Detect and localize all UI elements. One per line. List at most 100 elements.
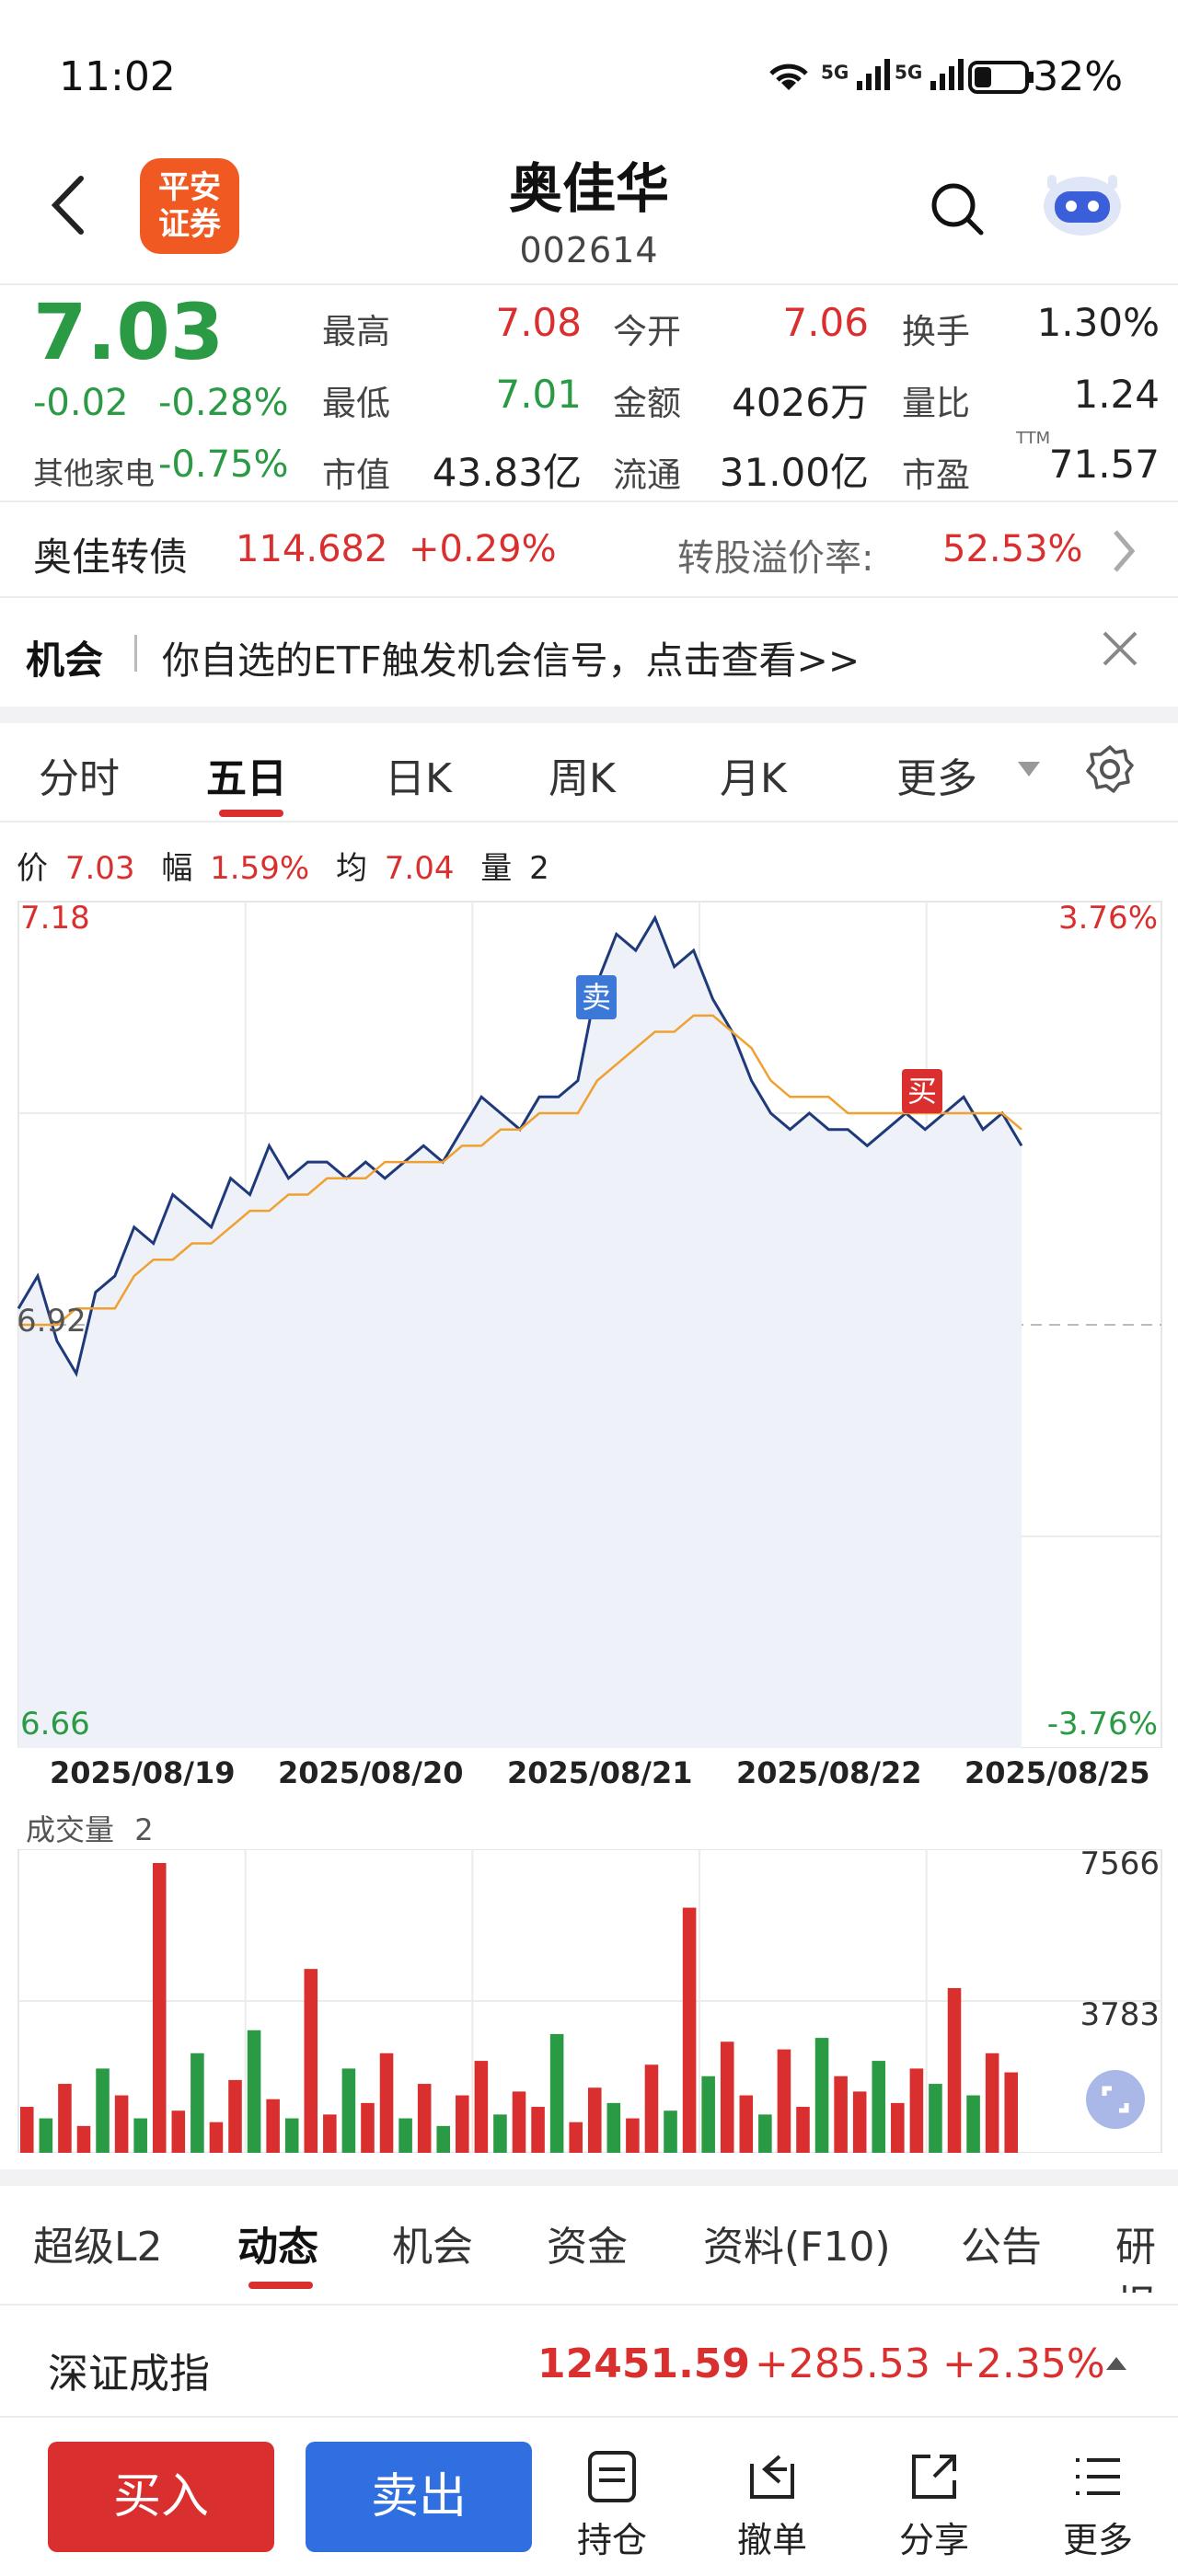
divider [0, 283, 1178, 285]
price-change-pct: -0.28% [158, 382, 289, 424]
section-gap [0, 2169, 1178, 2186]
divider [0, 596, 1178, 598]
volume-bar [39, 2118, 53, 2153]
expand-icon [1102, 2086, 1129, 2113]
volume-bar [133, 2118, 147, 2153]
sector-change[interactable]: -0.75% [158, 443, 289, 486]
volume-bar [323, 2114, 337, 2153]
chart-tabs: 分时 五日 日K 周K 月K 更多 [0, 723, 1178, 821]
volume-bar [228, 2079, 242, 2153]
volume-bar [796, 2107, 810, 2153]
info-price: 7.03 [64, 850, 135, 887]
volume-bar [1004, 2072, 1018, 2153]
quote-value: 1.30% [1036, 300, 1160, 345]
bond-price: 114.682 [236, 528, 388, 570]
tab-weekly-k[interactable]: 周K [549, 755, 616, 802]
caret-up-icon [1106, 2357, 1126, 2370]
volume-chart[interactable] [0, 1849, 1178, 2153]
tab-funds[interactable]: 资金 [547, 2224, 628, 2271]
cancel-order-button[interactable]: 撤单 [722, 2449, 823, 2562]
content-tabs: 超级L2 动态 机会 资金 资料(F10) 公告 研报 [0, 2186, 1178, 2293]
tab-news[interactable]: 动态 [237, 2224, 318, 2271]
tab-daily-k[interactable]: 日K [385, 755, 452, 802]
index-name: 深证成指 [48, 2351, 210, 2398]
index-change-pct: +2.35% [942, 2340, 1105, 2387]
quote-label: 流通 [613, 455, 681, 495]
close-icon[interactable] [1101, 629, 1139, 668]
tab-monthly-k[interactable]: 月K [720, 755, 787, 802]
sell-marker[interactable]: 卖 [576, 975, 617, 1019]
volume-bar [872, 2061, 886, 2153]
status-bar: 11:02 5G 5G 32% [0, 0, 1178, 156]
premium-label: 转股溢价率: [677, 537, 874, 580]
tab-f10[interactable]: 资料(F10) [703, 2224, 891, 2271]
quote-value: 7.01 [495, 372, 582, 417]
quote-value: 7.08 [495, 300, 582, 345]
volume-grid [18, 1849, 1161, 2153]
quote-label: 最高 [322, 312, 390, 351]
convertible-bond-row[interactable]: 奥佳转债 114.682 +0.29% 转股溢价率: 52.53% [0, 504, 1178, 596]
quote-value: 1.24 [1073, 372, 1160, 417]
volume-bar [284, 2118, 299, 2153]
more-button[interactable]: 更多 [1047, 2449, 1149, 2562]
x-axis: 2025/08/19 2025/08/20 2025/08/21 2025/08… [0, 1755, 1178, 1796]
buy-button[interactable]: 买入 [48, 2442, 274, 2552]
page-title: 奥佳华 [508, 157, 669, 220]
quote-label: 今开 [613, 312, 681, 351]
average-line [18, 1014, 1022, 1327]
opportunity-banner[interactable]: 机会 你自选的ETF触发机会信号，点击查看>> [0, 598, 1178, 707]
assistant-robot-button[interactable] [1038, 166, 1126, 243]
opportunity-text: 你自选的ETF触发机会信号，点击查看>> [162, 638, 860, 683]
tab-five-day[interactable]: 五日 [206, 755, 287, 802]
y-left-ref: 6.92 [17, 1303, 87, 1340]
x-tick-label: 2025/08/25 [964, 1755, 1150, 1790]
price-chart[interactable] [0, 897, 1178, 1748]
tab-super-l2[interactable]: 超级L2 [33, 2224, 163, 2271]
holdings-button[interactable]: 持仓 [561, 2449, 663, 2562]
signal-icon-1: 5G [821, 55, 892, 92]
robot-icon [1044, 175, 1121, 236]
volume-label: 成交量 [26, 1812, 115, 1847]
tab-intraday[interactable]: 分时 [39, 755, 120, 802]
search-button[interactable] [928, 179, 987, 242]
opportunity-label: 机会 [26, 638, 104, 683]
settings-gear-icon[interactable] [1084, 743, 1136, 795]
volume-bar [114, 2095, 129, 2153]
price-area [18, 917, 1022, 1748]
undo-icon [750, 2455, 794, 2499]
divider [0, 2304, 1178, 2306]
back-button[interactable] [46, 173, 92, 241]
quote-label: 最低 [322, 384, 390, 423]
tab-research[interactable]: 研报 [1115, 2224, 1156, 2293]
info-label: 量 [480, 850, 513, 887]
broker-logo: 平安 证券 [140, 158, 239, 254]
index-ticker-bar[interactable]: 深证成指 12451.59 +285.53 +2.35% [0, 2306, 1178, 2416]
x-tick-label: 2025/08/22 [736, 1755, 922, 1790]
info-label: 价 [17, 850, 48, 887]
volume-bar [76, 2125, 91, 2153]
sector-label[interactable]: 其他家电 [33, 455, 155, 491]
share-icon [912, 2455, 956, 2499]
quote-label: 金额 [613, 384, 681, 423]
volume-bar [341, 2068, 356, 2153]
bond-name: 奥佳转债 [33, 535, 189, 580]
info-amp: 1.59% [210, 850, 310, 887]
volume-bar [379, 2053, 394, 2153]
quote-value: 4026万 [732, 380, 869, 425]
buy-marker[interactable]: 买 [902, 1069, 942, 1113]
logo-text: 平安 [158, 169, 221, 206]
quote-label: 市值 [322, 455, 390, 495]
volume-bar [266, 2099, 280, 2153]
volume-bar [398, 2118, 412, 2153]
volume-bar [966, 2095, 980, 2153]
tab-announcements[interactable]: 公告 [961, 2224, 1042, 2271]
share-button[interactable]: 分享 [884, 2449, 985, 2562]
price-change: -0.02 [33, 382, 129, 424]
tab-opportunity[interactable]: 机会 [392, 2224, 473, 2271]
fullscreen-button[interactable] [1086, 2070, 1145, 2129]
tab-more[interactable]: 更多 [896, 755, 977, 802]
volume-bar [720, 2041, 734, 2153]
volume-bar [417, 2084, 432, 2153]
sell-button[interactable]: 卖出 [306, 2442, 532, 2552]
volume-bar [171, 2110, 186, 2153]
